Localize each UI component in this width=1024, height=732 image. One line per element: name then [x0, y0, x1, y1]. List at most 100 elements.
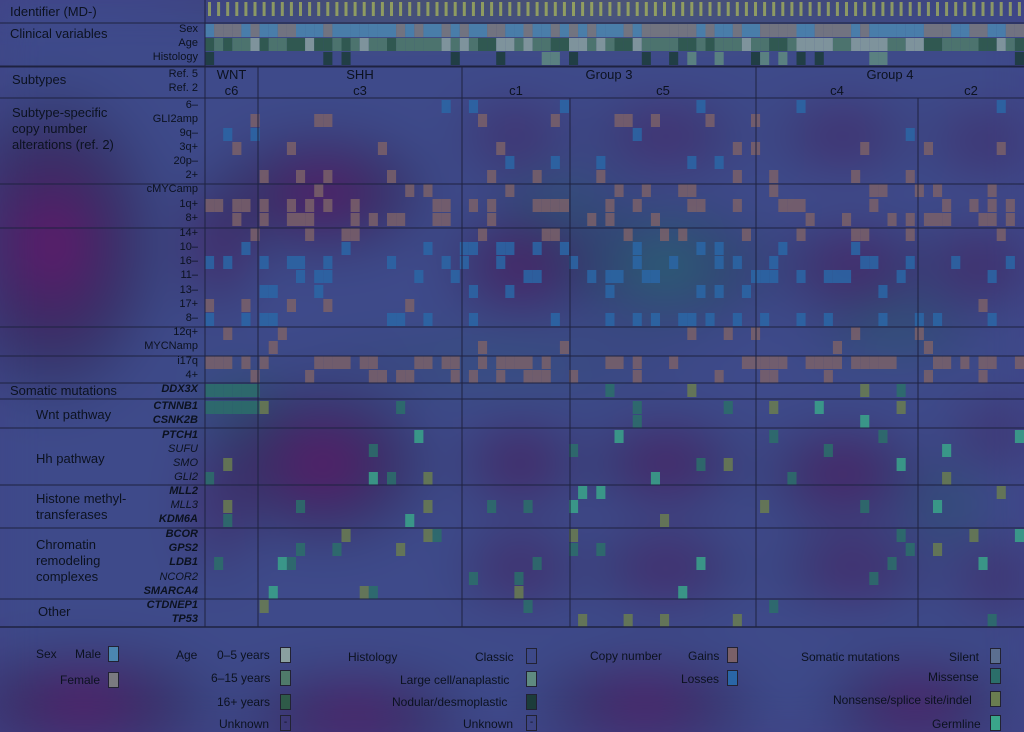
row-label: NCOR2 — [159, 571, 198, 583]
mutation-cell — [396, 543, 406, 556]
mutation-cell — [814, 38, 824, 51]
mutation-cell — [605, 24, 615, 37]
mutation-cell — [905, 213, 915, 226]
legend-missense: Missense — [928, 670, 979, 684]
mutation-cell — [214, 384, 224, 397]
legend-hist-2: Nodular/desmoplastic — [392, 695, 508, 709]
mutation-cell — [678, 586, 688, 599]
mutation-cell — [632, 199, 642, 212]
mutation-cell — [423, 500, 433, 513]
mutation-cell — [286, 256, 296, 269]
mutation-cell — [769, 170, 779, 183]
mutation-cell — [259, 600, 269, 613]
mutation-cell — [368, 586, 378, 599]
mutation-cell — [314, 114, 324, 127]
mutation-cell — [432, 199, 442, 212]
mutation-cell — [250, 128, 260, 141]
mutation-cell — [778, 24, 788, 37]
mutation-cell — [459, 242, 469, 255]
mutation-cell — [341, 228, 351, 241]
mutation-cell — [478, 38, 488, 51]
legend-silent-swatch — [990, 648, 1001, 664]
section-hh: Hh pathway — [36, 451, 105, 466]
mutation-cell — [923, 38, 933, 51]
section-cna: Subtype-specific copy number alterations… — [12, 105, 114, 152]
mutation-cell — [905, 256, 915, 269]
mutation-cell — [368, 213, 378, 226]
legend-hist-2-swatch — [526, 694, 537, 710]
row-label: LDB1 — [169, 556, 198, 568]
row-label: MYCNamp — [144, 340, 198, 352]
mutation-cell — [277, 557, 287, 570]
mutation-cell — [205, 356, 215, 369]
mutation-cell — [359, 38, 369, 51]
mutation-cell — [632, 242, 642, 255]
mutation-cell — [569, 370, 579, 383]
mutation-cell — [987, 356, 997, 369]
mutation-cell — [532, 270, 542, 283]
mutation-cell — [769, 256, 779, 269]
mutation-cell — [514, 24, 524, 37]
mutation-cell — [623, 114, 633, 127]
mutation-cell — [396, 370, 406, 383]
mutation-cell — [978, 213, 988, 226]
mutation-cell — [423, 24, 433, 37]
mutation-cell — [441, 256, 451, 269]
mutation-cell — [832, 270, 842, 283]
mutation-cell — [432, 213, 442, 226]
mutation-cell — [905, 228, 915, 241]
mutation-cell — [205, 384, 215, 397]
mutation-cell — [323, 199, 333, 212]
mutation-cell — [896, 270, 906, 283]
mutation-cell — [468, 285, 478, 298]
mutation-cell — [778, 199, 788, 212]
mutation-cell — [914, 184, 924, 197]
mutation-cell — [851, 38, 861, 51]
row-label: KDM6A — [158, 513, 198, 525]
mutation-cell — [687, 327, 697, 340]
subtype-ref5-label: Group 3 — [585, 67, 633, 82]
mutation-cell — [769, 270, 779, 283]
mutation-cell — [641, 270, 651, 283]
mutation-cell — [805, 24, 815, 37]
row-labels: Sex Age Histology Ref. 5 Ref. 2 6– GLI2amp 9q– 3… — [0, 0, 198, 640]
mutation-cell — [250, 24, 260, 37]
mutation-cell — [851, 170, 861, 183]
mutation-cell — [760, 38, 770, 51]
mutation-cell — [259, 213, 269, 226]
mutation-cell — [951, 38, 961, 51]
mutation-cell — [1005, 256, 1015, 269]
mutation-cell — [314, 24, 324, 37]
mutation-cell — [414, 430, 424, 443]
subtype-ref2-label: c2 — [964, 83, 978, 98]
legend-nonsense-swatch — [990, 691, 1001, 707]
subtype-ref2-label: c5 — [656, 83, 670, 98]
mutation-cell — [496, 142, 506, 155]
mutation-cell — [541, 38, 551, 51]
mutation-cell — [569, 52, 579, 65]
mutation-cell — [532, 38, 542, 51]
mutation-cell — [205, 38, 215, 51]
legend-cn-gains: Gains — [688, 649, 720, 663]
mutation-cell — [987, 270, 997, 283]
mutation-cell — [323, 114, 333, 127]
mutation-cell — [878, 184, 888, 197]
mutation-cell — [414, 356, 424, 369]
mutation-cell — [732, 199, 742, 212]
legend-hist-0-swatch — [526, 648, 537, 664]
mutation-cell — [296, 543, 306, 556]
mutation-cell — [268, 24, 278, 37]
mutation-cell — [732, 38, 742, 51]
mutation-cell — [751, 24, 761, 37]
mutation-cell — [896, 24, 906, 37]
mutation-cell — [450, 38, 460, 51]
mutation-cell — [623, 38, 633, 51]
mutation-cell — [514, 38, 524, 51]
mutation-cell — [960, 24, 970, 37]
mutation-cell — [305, 228, 315, 241]
mutation-cell — [714, 370, 724, 383]
mutation-cell — [787, 38, 797, 51]
mutation-cell — [696, 38, 706, 51]
row-label: SUFU — [168, 443, 198, 455]
mutation-cell — [232, 142, 242, 155]
